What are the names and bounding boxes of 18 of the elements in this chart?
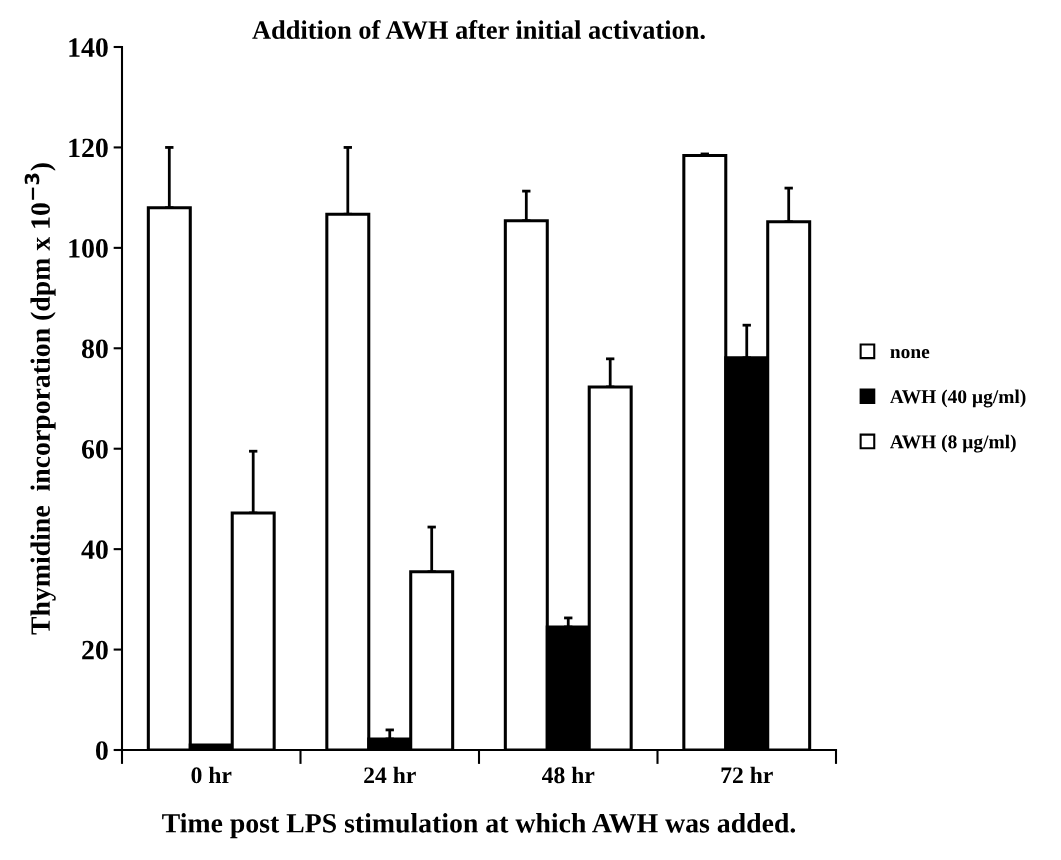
y-tick-label: 20 xyxy=(82,640,108,660)
legend-label: AWH (40 µg/ml) xyxy=(890,389,1026,408)
y-tick-label: 80 xyxy=(81,339,108,359)
x-tick-label: 72 hr xyxy=(721,766,773,784)
chart-title: Addition of AWH after initial activation. xyxy=(252,20,705,40)
y-tick-label: 100 xyxy=(69,239,108,258)
x-axis-title: Time post LPS stimulation at which AWH was added. xyxy=(162,813,796,839)
x-tick-label: 0 hr xyxy=(191,766,232,784)
y-tick-label: 140 xyxy=(69,38,108,57)
x-tick-label: 24 hr xyxy=(364,766,416,784)
y-tick-label: 120 xyxy=(69,138,108,158)
y-tick-label: 0 xyxy=(95,741,108,760)
y-axis-title: Thymidine incorporation (dpm x 10$^{−3}$) xyxy=(24,163,56,635)
legend-label: AWH (8 µg/ml) xyxy=(890,434,1016,453)
y-tick-label: 40 xyxy=(81,540,108,560)
legend-label: none xyxy=(890,348,930,359)
y-tick-label: 60 xyxy=(81,439,108,459)
x-tick-label: 48 hr xyxy=(542,766,595,784)
